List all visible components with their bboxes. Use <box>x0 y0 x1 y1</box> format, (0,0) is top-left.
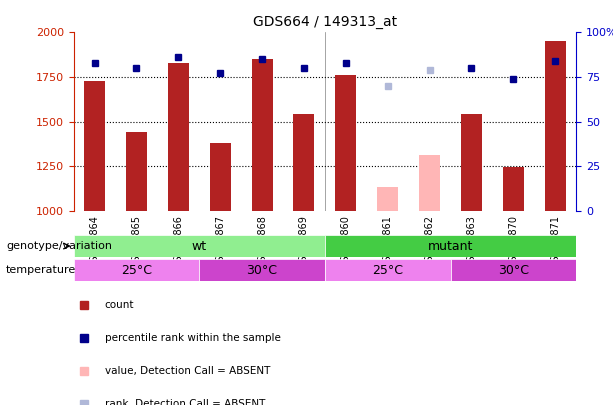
FancyBboxPatch shape <box>325 235 576 257</box>
Bar <box>503 167 524 211</box>
Text: mutant: mutant <box>428 239 473 253</box>
Text: 30°C: 30°C <box>246 264 278 277</box>
Bar <box>461 114 482 211</box>
Bar <box>335 75 356 211</box>
Bar <box>168 63 189 211</box>
Text: genotype/variation: genotype/variation <box>6 241 112 251</box>
Bar <box>126 132 147 211</box>
Text: value, Detection Call = ABSENT: value, Detection Call = ABSENT <box>105 366 270 376</box>
Bar <box>84 81 105 211</box>
FancyBboxPatch shape <box>74 259 199 281</box>
FancyBboxPatch shape <box>325 259 451 281</box>
Text: 30°C: 30°C <box>498 264 529 277</box>
Bar <box>377 188 398 211</box>
Text: rank, Detection Call = ABSENT: rank, Detection Call = ABSENT <box>105 399 265 405</box>
Bar <box>545 41 566 211</box>
Text: 25°C: 25°C <box>372 264 403 277</box>
FancyBboxPatch shape <box>451 259 576 281</box>
Text: temperature: temperature <box>6 265 77 275</box>
FancyBboxPatch shape <box>74 235 325 257</box>
Text: count: count <box>105 300 134 310</box>
Title: GDS664 / 149313_at: GDS664 / 149313_at <box>253 15 397 29</box>
Bar <box>210 143 230 211</box>
Bar <box>419 156 440 211</box>
Bar <box>294 114 314 211</box>
Bar <box>251 59 273 211</box>
Text: wt: wt <box>192 239 207 253</box>
Text: percentile rank within the sample: percentile rank within the sample <box>105 333 281 343</box>
Text: 25°C: 25°C <box>121 264 152 277</box>
FancyBboxPatch shape <box>199 259 325 281</box>
